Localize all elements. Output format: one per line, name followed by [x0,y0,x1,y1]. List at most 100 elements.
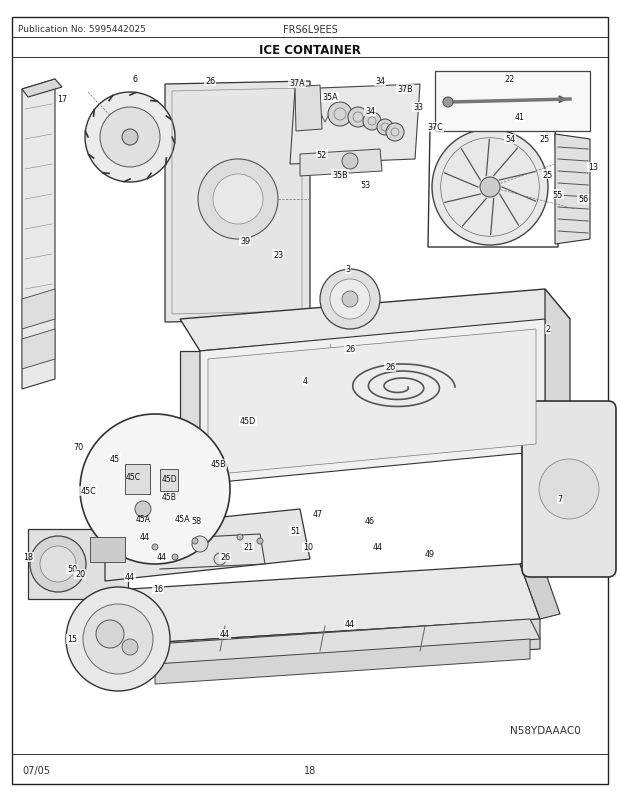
Circle shape [443,98,453,107]
Text: 41: 41 [515,113,525,123]
Circle shape [135,501,151,517]
Circle shape [480,178,500,198]
Text: 44: 44 [345,620,355,629]
Text: 51: 51 [290,527,300,536]
Text: 49: 49 [425,550,435,559]
Circle shape [198,160,278,240]
Polygon shape [545,290,570,480]
Circle shape [214,553,226,565]
Text: 26: 26 [385,363,395,372]
Text: FRS6L9EES: FRS6L9EES [283,25,337,35]
Text: 26: 26 [220,553,230,561]
Circle shape [192,538,198,545]
Text: 37C: 37C [427,124,443,132]
Circle shape [432,130,548,245]
Circle shape [328,103,352,127]
Polygon shape [130,565,540,644]
Text: 58: 58 [191,516,201,526]
Text: 23: 23 [273,250,283,259]
Circle shape [66,587,170,691]
Text: 47: 47 [313,510,323,519]
Text: 45A: 45A [136,515,151,524]
Circle shape [30,537,86,592]
Text: 53: 53 [360,180,370,189]
Text: 13: 13 [588,164,598,172]
Circle shape [40,546,76,582]
Text: 33: 33 [413,103,423,112]
Text: 2: 2 [546,325,551,334]
Circle shape [85,93,175,183]
Polygon shape [22,80,55,390]
Polygon shape [165,82,310,322]
Circle shape [96,620,124,648]
Text: 45C: 45C [80,487,96,496]
Text: 56: 56 [578,195,588,205]
Polygon shape [300,150,382,176]
Polygon shape [130,619,540,674]
Circle shape [377,119,393,136]
Text: 39: 39 [240,237,250,246]
Text: 6: 6 [133,75,138,84]
Text: 18: 18 [23,553,33,561]
Text: 25: 25 [543,170,553,180]
Text: 44: 44 [373,543,383,552]
Text: 22: 22 [505,75,515,84]
Text: 4: 4 [303,377,308,386]
Text: 55: 55 [553,190,563,199]
Circle shape [80,415,230,565]
Text: 7: 7 [557,495,562,504]
Circle shape [342,292,358,308]
Circle shape [213,175,263,225]
FancyBboxPatch shape [522,402,616,577]
Polygon shape [200,320,545,484]
Circle shape [100,107,160,168]
Circle shape [539,460,599,520]
Text: 44: 44 [140,533,150,542]
Circle shape [257,538,263,545]
Circle shape [363,113,381,131]
Text: 20: 20 [75,569,85,579]
Text: 17: 17 [57,95,67,104]
Text: 52: 52 [317,150,327,160]
Circle shape [152,545,158,550]
Polygon shape [22,290,55,330]
Circle shape [122,130,138,146]
Circle shape [83,604,153,674]
Text: 44: 44 [125,573,135,581]
Text: 21: 21 [243,543,253,552]
Text: 45D: 45D [161,475,177,484]
Circle shape [237,534,243,541]
Text: 35B: 35B [332,170,348,180]
Text: 45: 45 [110,455,120,464]
Text: 45B: 45B [210,460,226,469]
Text: 45D: 45D [240,417,256,426]
Text: 34: 34 [375,78,385,87]
Polygon shape [22,80,62,98]
Text: 44: 44 [157,553,167,561]
Polygon shape [290,85,420,164]
Polygon shape [555,135,590,245]
Polygon shape [208,330,536,476]
Text: 45B: 45B [162,493,177,502]
Circle shape [386,124,404,142]
Text: 37B: 37B [397,85,413,95]
Text: 45C: 45C [125,473,141,482]
Polygon shape [22,330,55,370]
Text: 18: 18 [304,765,316,775]
Text: 10: 10 [303,543,313,552]
Text: 07/05: 07/05 [22,765,50,775]
Circle shape [348,107,368,128]
Text: 16: 16 [153,585,163,593]
Circle shape [342,154,358,170]
Text: 37A: 37A [289,79,305,88]
Polygon shape [180,290,570,351]
Text: 46: 46 [365,516,375,526]
Bar [160,469,178,492]
Text: 35A: 35A [322,93,338,103]
Text: 26: 26 [345,345,355,354]
Circle shape [122,639,138,655]
Circle shape [172,554,178,561]
Text: 44: 44 [220,630,230,638]
Text: 34: 34 [365,107,375,116]
Bar [28,529,128,599]
